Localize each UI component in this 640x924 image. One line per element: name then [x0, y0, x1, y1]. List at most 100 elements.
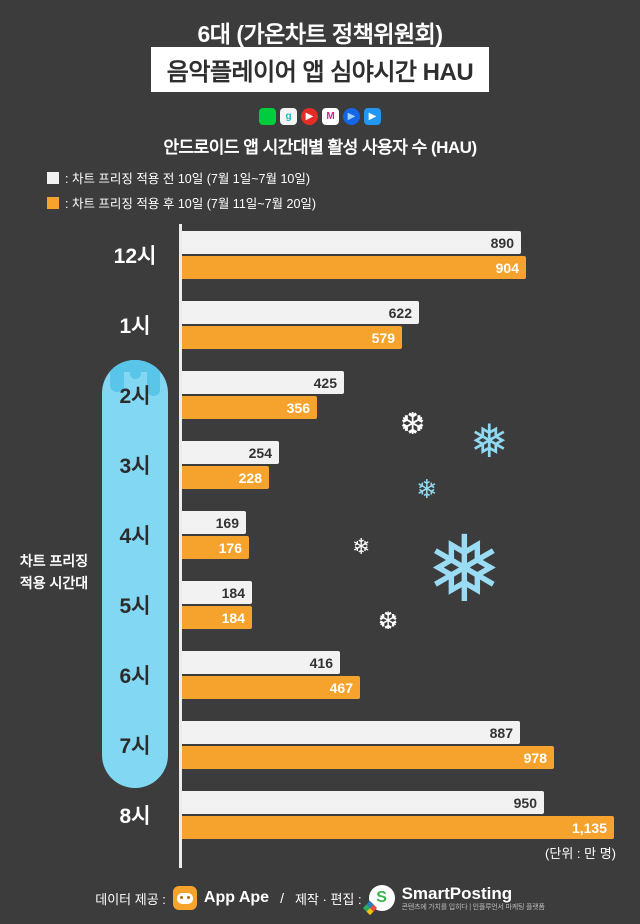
bar-after-freezing: 978 [182, 746, 554, 769]
maker-tagline: 콘텐츠에 가치를 입히다 | 인플루언서 마케팅 플랫폼 [401, 903, 545, 911]
legend-label: : 차트 프리징 적용 전 10일 (7월 1일~7월 10일) [65, 172, 311, 186]
bar-value-label: 890 [490, 234, 514, 251]
ice-drip-icon [147, 360, 160, 396]
time-label: 5시 [119, 595, 151, 618]
bar-value-label: 425 [313, 374, 337, 391]
ice-drip-icon [110, 360, 124, 392]
bar-value-label: 228 [238, 469, 262, 486]
smartposting-text-block: SmartPosting 콘텐츠에 가치를 입히다 | 인플루언서 마케팅 플랫… [402, 884, 545, 912]
freeze-zone-label-line2: 적용 시간대 [19, 574, 89, 591]
footer-separator: / [280, 890, 284, 906]
chart-row: 1시 622 579 [0, 301, 640, 349]
legend-item: : 차트 프리징 적용 전 10일 (7월 1일~7월 10일) [47, 168, 316, 187]
time-label: 3시 [119, 455, 151, 478]
bar-before-freezing: 950 [182, 791, 544, 814]
chart-row: 5시 184 184 [0, 581, 640, 629]
legend-swatch [47, 196, 59, 209]
chart-row: 7시 887 978 [0, 721, 640, 769]
bar-after-freezing: 356 [182, 396, 317, 419]
chart-row: 12시 890 904 [0, 231, 640, 279]
bar-value-label: 1,135 [571, 819, 607, 836]
bar-value-label: 184 [221, 609, 245, 626]
bar-value-label: 176 [218, 539, 242, 556]
bar-before-freezing: 425 [182, 371, 344, 394]
chart-axis-line [179, 224, 182, 868]
bar-value-label: 169 [215, 514, 239, 531]
bar-value-label: 978 [523, 749, 547, 766]
bar-value-label: 254 [248, 444, 272, 461]
legend-swatch [47, 171, 59, 184]
page-title-line2: 음악플레이어 앱 심야시간 HAU [150, 47, 490, 92]
bar-value-label: 356 [286, 399, 310, 416]
bar-before-freezing: 890 [182, 231, 521, 254]
bar-value-label: 887 [489, 724, 513, 741]
app-icons-row: g ▶ M ▶ ▶ [0, 108, 640, 125]
data-provider-label: 데이터 제공 : [95, 891, 166, 907]
time-label: 7시 [119, 735, 151, 758]
snowflake-icon: ❅ [470, 415, 509, 467]
appape-face-icon [176, 893, 193, 904]
time-label: 8시 [119, 805, 151, 828]
bar-before-freezing: 184 [182, 581, 252, 604]
page-title-line1: 6대 (가온차트 정책위원회) [197, 21, 444, 47]
freeze-zone-capsule [102, 360, 168, 788]
time-label: 1시 [119, 315, 151, 338]
bar-value-label: 416 [309, 654, 333, 671]
snowflake-icon: ❄ [416, 474, 438, 504]
maker-name: SmartPosting [401, 884, 513, 904]
footer: 데이터 제공 : App Ape / 제작 · 편집 : S SmartPost… [0, 878, 640, 918]
bar-after-freezing: 467 [182, 676, 360, 699]
m-music-app-icon: M [322, 108, 339, 125]
ice-drip-icon [130, 360, 141, 379]
blue-player-app-icon: ▶ [343, 108, 360, 125]
chart-row: 4시 169 176 [0, 511, 640, 559]
time-label: 2시 [119, 385, 151, 408]
bar-after-freezing: 176 [182, 536, 249, 559]
blue-play-app-icon: ▶ [364, 108, 381, 125]
page-title-line2-wrap: 음악플레이어 앱 심야시간 HAU [0, 47, 640, 92]
melon-icon [259, 108, 276, 125]
bar-after-freezing: 579 [182, 326, 402, 349]
bar-value-label: 467 [329, 679, 353, 696]
bar-after-freezing: 228 [182, 466, 269, 489]
bar-before-freezing: 622 [182, 301, 419, 324]
bar-after-freezing: 184 [182, 606, 252, 629]
youtube-music-icon: ▶ [301, 108, 318, 125]
time-label: 6시 [119, 665, 151, 688]
chart-subtitle: 안드로이드 앱 시간대별 활성 사용자 수 (HAU) [163, 138, 477, 157]
bar-before-freezing: 169 [182, 511, 246, 534]
freeze-zone-label: 차트 프리징 적용 시간대 [10, 551, 98, 594]
bar-before-freezing: 416 [182, 651, 340, 674]
maker-label: 제작 · 편집 : [294, 891, 362, 907]
unit-note: (단위 : 만 명) [545, 846, 616, 861]
chart-row: 6시 416 467 [0, 651, 640, 699]
snowflake-icon: ❆ [378, 608, 399, 635]
legend-label: : 차트 프리징 적용 후 10일 (7월 11일~7월 20일) [65, 197, 317, 211]
bar-value-label: 184 [221, 584, 245, 601]
bar-before-freezing: 887 [182, 721, 520, 744]
bar-after-freezing: 904 [182, 256, 526, 279]
bar-value-label: 904 [495, 259, 519, 276]
chart-legend: : 차트 프리징 적용 전 10일 (7월 1일~7월 10일) : 차트 프리징… [47, 168, 316, 218]
freeze-zone-label-line1: 차트 프리징 [19, 553, 89, 569]
snowflake-icon: ❅ [426, 519, 504, 621]
genie-icon: g [280, 108, 297, 125]
bar-after-freezing: 1,135 [182, 816, 614, 839]
time-label: 12시 [113, 245, 157, 268]
chart-rows: 12시 890 904 1시 622 579 2시 425 356 3시 254 228 4시 169 17… [0, 231, 640, 881]
data-provider-name: App Ape [203, 889, 270, 906]
chart-row: 3시 254 228 [0, 441, 640, 489]
chart-row: 8시 950 1,135 [0, 791, 640, 839]
bar-before-freezing: 254 [182, 441, 279, 464]
bar-value-label: 622 [388, 304, 412, 321]
bar-value-label: 579 [371, 329, 395, 346]
smartposting-logo-icon: S [368, 885, 395, 911]
snowflake-icon: ❆ [400, 408, 426, 441]
bar-value-label: 950 [513, 794, 537, 811]
chart-row: 2시 425 356 [0, 371, 640, 419]
time-label: 4시 [119, 525, 151, 548]
legend-item: : 차트 프리징 적용 후 10일 (7월 11일~7월 20일) [47, 193, 316, 212]
snowflake-icon: ❄ [352, 534, 371, 559]
appape-logo-icon [172, 886, 197, 910]
